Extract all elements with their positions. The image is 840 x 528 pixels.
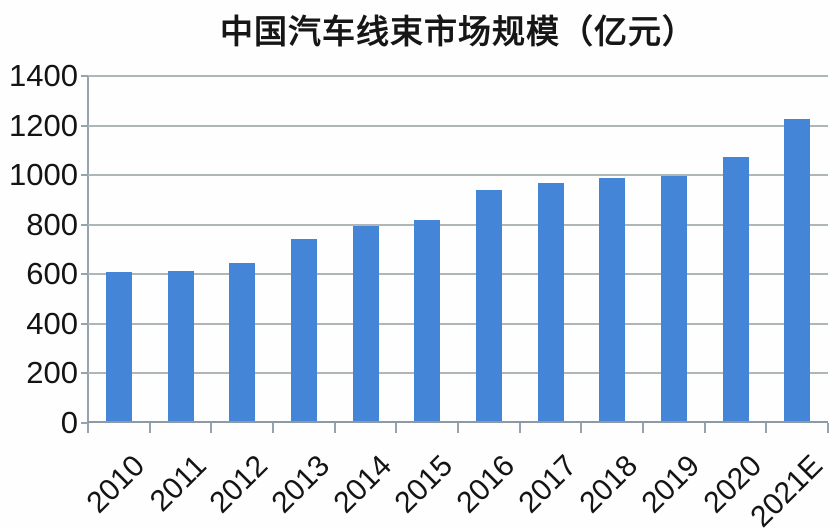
y-axis-labels: 0 200 400 600 800 1000 1200 1400 bbox=[0, 59, 78, 440]
y-tick-label-800: 800 bbox=[26, 206, 78, 242]
x-tick-10 bbox=[703, 423, 706, 433]
x-tick-4 bbox=[333, 423, 336, 433]
bar-2018 bbox=[599, 178, 626, 421]
x-tick-1 bbox=[148, 423, 151, 433]
x-tick-label-2015: 2015 bbox=[388, 449, 460, 520]
bar-2013 bbox=[290, 239, 317, 421]
y-tick-label-400: 400 bbox=[26, 305, 78, 341]
x-tick-label-2012: 2012 bbox=[203, 449, 275, 520]
gridline-200 bbox=[88, 372, 828, 375]
x-tick-6 bbox=[457, 423, 459, 433]
bar-2015 bbox=[414, 219, 441, 421]
x-tick-label-2019: 2019 bbox=[635, 449, 707, 520]
gridline-600 bbox=[88, 273, 828, 276]
x-tick-2 bbox=[210, 423, 213, 433]
x-tick-label-2011: 2011 bbox=[143, 449, 213, 518]
y-tick-label-0: 0 bbox=[60, 405, 78, 440]
bar-2010 bbox=[105, 271, 132, 421]
y-tick-label-1200: 1200 bbox=[9, 107, 78, 143]
gridline-1200 bbox=[88, 124, 828, 127]
x-tick-7 bbox=[518, 423, 521, 433]
x-tick-label-2021E: 2021E bbox=[744, 449, 830, 528]
y-tick-1200 bbox=[81, 124, 88, 127]
x-tick-label-2010: 2010 bbox=[80, 449, 152, 520]
plot-area bbox=[81, 75, 829, 433]
x-tick-9 bbox=[642, 423, 644, 433]
x-axis-line bbox=[87, 421, 828, 423]
x-tick-12 bbox=[827, 423, 829, 433]
x-tick-8 bbox=[580, 423, 583, 433]
gridline-1000 bbox=[88, 174, 828, 177]
bar-2019 bbox=[660, 176, 687, 421]
x-tick-label-2018: 2018 bbox=[573, 449, 645, 520]
y-tick-label-600: 600 bbox=[26, 256, 78, 292]
y-axis-line bbox=[87, 76, 89, 423]
bar-2014 bbox=[352, 225, 379, 421]
x-tick-label-2013: 2013 bbox=[265, 449, 337, 520]
x-tick-0 bbox=[87, 423, 89, 433]
y-tick-800 bbox=[81, 223, 88, 226]
bar-2012 bbox=[229, 263, 256, 421]
gridline-400 bbox=[88, 322, 828, 325]
x-tick-5 bbox=[395, 423, 398, 433]
y-tick-label-1400: 1400 bbox=[9, 58, 78, 93]
x-tick-label-2017: 2017 bbox=[512, 449, 583, 520]
bar-2011 bbox=[167, 270, 194, 421]
bar-2021E bbox=[784, 119, 811, 421]
y-tick-1000 bbox=[81, 174, 88, 177]
x-tick-label-2014: 2014 bbox=[327, 449, 398, 520]
y-tick-0 bbox=[81, 422, 88, 424]
y-tick-label-200: 200 bbox=[26, 355, 78, 391]
bar-2020 bbox=[722, 156, 749, 421]
bar-2016 bbox=[475, 189, 502, 421]
gridline-1400 bbox=[88, 75, 828, 77]
y-tick-400 bbox=[81, 322, 88, 325]
x-tick-label-2016: 2016 bbox=[450, 449, 522, 520]
chart-title: 中国汽车线束市场规模（亿元） bbox=[220, 13, 696, 50]
bar-2017 bbox=[537, 182, 564, 421]
x-tick-3 bbox=[272, 423, 274, 433]
y-tick-200 bbox=[81, 372, 88, 375]
x-tick-11 bbox=[765, 423, 768, 433]
gridline-800 bbox=[88, 223, 828, 226]
y-tick-label-1000: 1000 bbox=[9, 157, 78, 193]
y-tick-1400 bbox=[81, 75, 88, 77]
y-tick-600 bbox=[81, 273, 88, 276]
